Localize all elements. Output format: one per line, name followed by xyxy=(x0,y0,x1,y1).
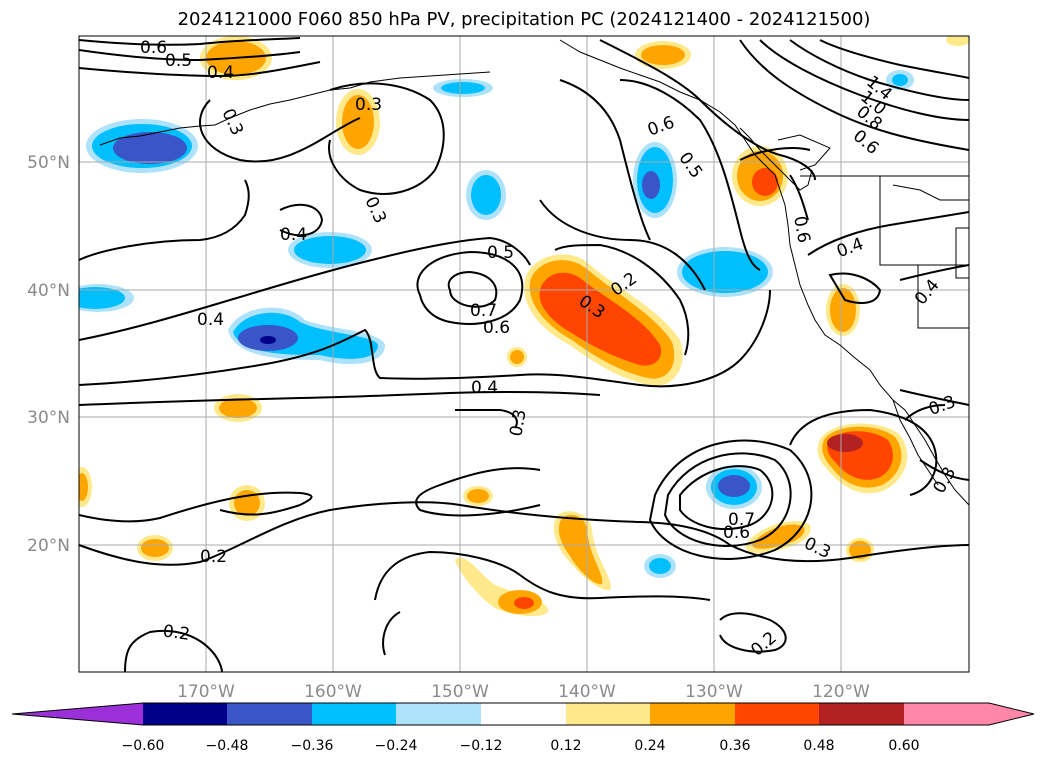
contour-label: 0.6 xyxy=(483,318,510,338)
lat-label: 50°N xyxy=(27,153,70,173)
longitude-labels: 170°W 160°W 150°W 140°W 130°W 120°W xyxy=(177,682,870,702)
latitude-labels: 50°N 40°N 30°N 20°N xyxy=(27,153,70,556)
contour-label: 0.5 xyxy=(487,243,514,263)
colorbar-segment xyxy=(312,703,396,725)
colorbar-segment xyxy=(989,703,1034,725)
lon-label: 140°W xyxy=(558,682,616,702)
lat-label: 20°N xyxy=(27,536,70,556)
contour-label: 0.2 xyxy=(200,547,227,567)
colorbar-tick-label: −0.12 xyxy=(460,738,503,754)
contour-label: 0.6 xyxy=(789,214,813,244)
lon-label: 130°W xyxy=(685,682,743,702)
colorbar-tick-label: 0.24 xyxy=(634,738,665,754)
precip-shading xyxy=(79,36,969,617)
contour-label: 0.7 xyxy=(728,510,755,530)
colorbar-segment xyxy=(481,703,566,725)
colorbar-tick-label: −0.24 xyxy=(375,738,418,754)
contour-label: 0.6 xyxy=(723,523,750,543)
colorbar-segment xyxy=(650,703,735,725)
colorbar-tick-label: 0.48 xyxy=(803,738,834,754)
colorbar-segment xyxy=(566,703,650,725)
contour-label: 0.4 xyxy=(471,378,498,398)
lat-label: 40°N xyxy=(27,281,70,301)
colorbar-segment xyxy=(904,703,989,725)
lon-label: 150°W xyxy=(431,682,489,702)
colorbar-segment xyxy=(227,703,312,725)
colorbar-segment xyxy=(143,703,227,725)
contour-label: 0.2 xyxy=(162,621,192,645)
map-title: 2024121000 F060 850 hPa PV, precipitatio… xyxy=(178,9,871,30)
colorbar-tick-label: −0.60 xyxy=(122,738,165,754)
colorbar-tick-label: 0.36 xyxy=(719,738,750,754)
pv-contours xyxy=(79,37,969,672)
contour-label: 0.3 xyxy=(355,95,382,115)
lon-label: 120°W xyxy=(812,682,870,702)
contour-label: 0.6 xyxy=(140,38,167,58)
colorbar-segment xyxy=(735,703,819,725)
map-frame xyxy=(78,35,970,673)
colorbar-ticks: −0.60 −0.48 −0.36 −0.24 −0.12 0.12 0.24 … xyxy=(122,738,920,754)
contour-label: 0.4 xyxy=(207,63,234,83)
colorbar-outline xyxy=(11,702,1035,726)
contour-label: 0.5 xyxy=(165,51,192,71)
contour-label: 0.4 xyxy=(280,225,307,245)
contour-label: 0.7 xyxy=(470,301,497,321)
map-area: 0.6 0.5 0.4 0.3 0.3 0.3 0.4 0.4 0.5 0.7 … xyxy=(78,35,970,673)
lat-label: 30°N xyxy=(27,408,70,428)
colorbar-segments xyxy=(12,703,1034,725)
colorbar-tick-label: −0.48 xyxy=(206,738,249,754)
lon-label: 170°W xyxy=(177,682,235,702)
lon-label: 160°W xyxy=(304,682,362,702)
colorbar-tick-label: −0.36 xyxy=(291,738,334,754)
contour-label: 0.4 xyxy=(197,310,224,330)
colorbar-segment xyxy=(396,703,481,725)
colorbar-segment xyxy=(12,703,143,725)
colorbar: −0.60 −0.48 −0.36 −0.24 −0.12 0.12 0.24 … xyxy=(11,702,1035,754)
colorbar-segment xyxy=(819,703,904,725)
colorbar-tick-label: 0.60 xyxy=(888,738,919,754)
contour-label: 0.3 xyxy=(506,408,530,438)
colorbar-tick-label: 0.12 xyxy=(550,738,581,754)
